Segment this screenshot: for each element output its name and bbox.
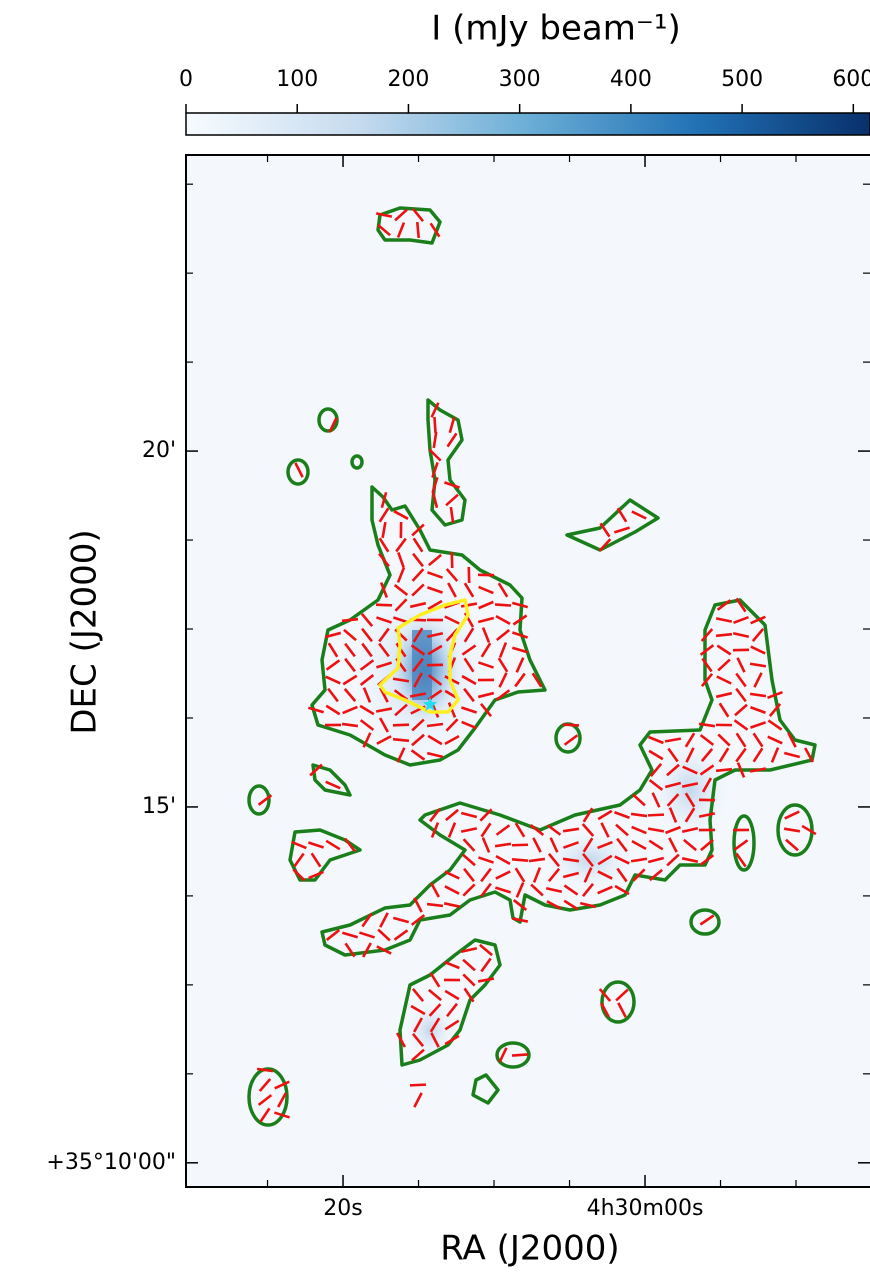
- colorbar-tick-label: 100: [276, 67, 318, 92]
- colorbar-tick-label: 200: [387, 67, 429, 92]
- colorbar-tick-label: 500: [721, 67, 763, 92]
- vector: [410, 1085, 426, 1086]
- vector: [393, 739, 409, 741]
- vector: [716, 769, 732, 771]
- vector: [452, 552, 453, 568]
- x-tick-label: 20s: [323, 1196, 362, 1221]
- colorbar-label: I (mJy beam⁻¹): [431, 9, 680, 49]
- map-image: [186, 155, 870, 1187]
- colorbar-tick-label: 400: [610, 67, 652, 92]
- colorbar-tick-label: 600: [832, 67, 870, 92]
- vector: [648, 815, 664, 816]
- vector: [376, 605, 392, 606]
- colorbar-tick-label: 300: [499, 67, 541, 92]
- x-axis-label: RA (J2000): [440, 1229, 619, 1269]
- colorbar-tick-label: 0: [179, 67, 193, 92]
- y-tick-label: +35°10'00": [46, 1150, 176, 1175]
- vector: [342, 619, 358, 621]
- vector: [563, 725, 579, 726]
- vector: [393, 725, 409, 726]
- vector: [512, 1054, 528, 1055]
- vector: [495, 604, 511, 605]
- colorbar: [186, 113, 870, 135]
- vector: [716, 634, 732, 636]
- y-tick-label: 15': [142, 794, 176, 819]
- x-tick-label: 4h30m00s: [587, 1196, 704, 1221]
- y-tick-label: 20': [142, 438, 176, 463]
- vector: [512, 859, 528, 860]
- y-axis-label: DEC (J2000): [65, 529, 105, 734]
- vector: [434, 417, 435, 433]
- vector: [417, 222, 418, 238]
- vector: [427, 904, 443, 906]
